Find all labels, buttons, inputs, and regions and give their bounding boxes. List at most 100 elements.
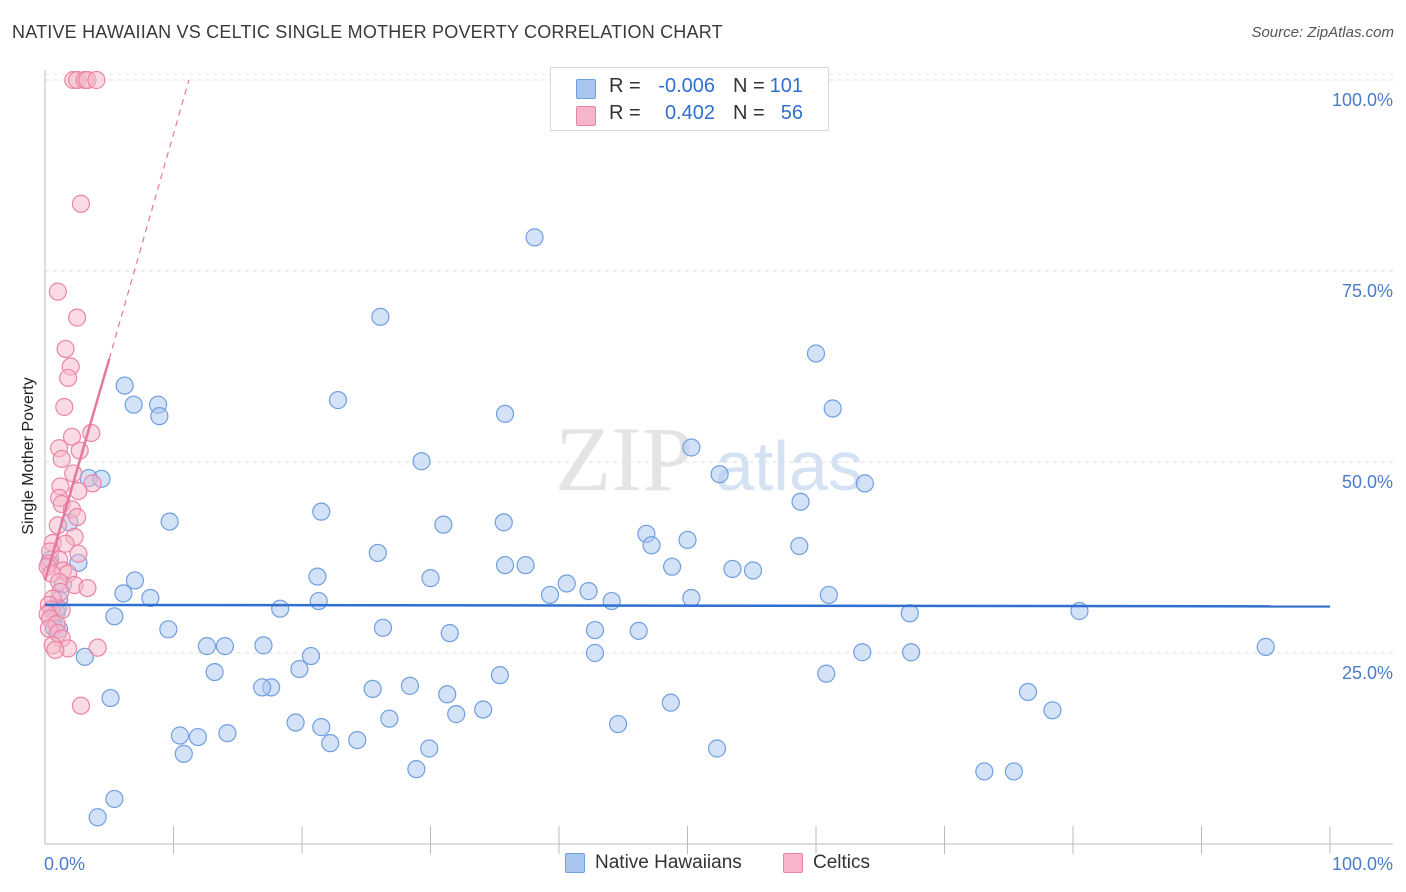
point-native-hawaiians xyxy=(348,730,367,750)
point-native-hawaiians xyxy=(373,618,393,637)
watermark-zip: ZIP xyxy=(555,408,693,510)
point-celtics xyxy=(55,397,74,417)
point-native-hawaiians xyxy=(817,664,836,683)
axes xyxy=(44,70,1393,854)
y-axis-label: Single Mother Poverty xyxy=(20,377,37,534)
point-native-hawaiians xyxy=(254,636,273,655)
point-native-hawaiians xyxy=(557,574,576,593)
trend-lines xyxy=(43,79,1331,608)
point-native-hawaiians xyxy=(579,582,598,601)
point-celtics xyxy=(68,308,87,327)
point-native-hawaiians xyxy=(188,727,208,747)
point-native-hawaiians xyxy=(819,585,838,605)
data-points xyxy=(38,70,1275,827)
point-native-hawaiians xyxy=(901,643,921,662)
point-native-hawaiians xyxy=(197,637,217,656)
point-native-hawaiians xyxy=(218,724,237,743)
series-swatch-native-hawaiians xyxy=(565,853,585,873)
point-celtics xyxy=(71,194,91,213)
point-celtics xyxy=(48,282,67,301)
point-celtics xyxy=(71,696,91,715)
point-native-hawaiians xyxy=(205,662,224,682)
legend-n-value: 56 xyxy=(780,102,803,124)
legend-n-value: 101 xyxy=(769,75,803,97)
watermark: ZIP atlas xyxy=(555,408,863,510)
y-tick-label: 75.0% xyxy=(1342,281,1393,301)
point-native-hawaiians xyxy=(662,557,682,576)
point-native-hawaiians xyxy=(474,700,493,719)
point-native-hawaiians xyxy=(682,588,701,608)
point-native-hawaiians xyxy=(115,376,134,395)
point-native-hawaiians xyxy=(253,678,272,697)
point-native-hawaiians xyxy=(540,585,560,605)
point-native-hawaiians xyxy=(585,620,605,640)
point-native-hawaiians xyxy=(975,762,994,781)
point-native-hawaiians xyxy=(215,637,234,656)
series-legend: Native Hawaiians Celtics xyxy=(0,852,1406,878)
point-native-hawaiians xyxy=(159,620,178,639)
point-native-hawaiians xyxy=(380,709,399,728)
point-native-hawaiians xyxy=(421,569,440,588)
point-celtics xyxy=(69,544,88,563)
point-native-hawaiians xyxy=(160,512,179,531)
point-native-hawaiians xyxy=(105,789,124,809)
legend-row-native-hawaiians: R = -0.006 N = 101 xyxy=(551,75,828,101)
legend-n-label: N = xyxy=(733,75,765,97)
point-native-hawaiians xyxy=(407,760,426,779)
point-native-hawaiians xyxy=(609,714,628,734)
point-native-hawaiians xyxy=(438,685,457,704)
point-celtics xyxy=(87,70,106,90)
point-celtics xyxy=(88,638,107,657)
point-celtics xyxy=(52,449,71,469)
point-native-hawaiians xyxy=(494,513,513,532)
trend-line-celtics-extension xyxy=(108,79,190,360)
legend-r-value: 0.402 xyxy=(664,102,715,124)
point-native-hawaiians xyxy=(678,530,697,550)
legend-r-value: -0.006 xyxy=(658,75,715,97)
legend-r-label: R = xyxy=(609,75,641,97)
point-native-hawaiians xyxy=(629,621,648,640)
point-native-hawaiians xyxy=(710,465,729,484)
point-native-hawaiians xyxy=(368,543,387,563)
point-celtics xyxy=(56,339,75,359)
point-native-hawaiians xyxy=(371,307,390,326)
point-native-hawaiians xyxy=(806,344,826,363)
y-tick-label: 25.0% xyxy=(1342,663,1393,683)
legend-n-label: N = xyxy=(733,102,765,124)
point-native-hawaiians xyxy=(286,713,305,732)
legend-r-label: R = xyxy=(609,102,641,124)
point-native-hawaiians xyxy=(791,492,810,511)
trend-line-celtics xyxy=(43,358,111,581)
point-native-hawaiians xyxy=(290,659,309,679)
y-tick-labels: 25.0% 50.0% 75.0% 100.0% xyxy=(1332,90,1393,683)
point-native-hawaiians xyxy=(400,676,420,695)
point-native-hawaiians xyxy=(174,744,193,763)
point-native-hawaiians xyxy=(308,567,327,586)
point-native-hawaiians xyxy=(440,624,459,643)
point-native-hawaiians xyxy=(88,808,107,827)
point-native-hawaiians xyxy=(124,395,143,414)
point-native-hawaiians xyxy=(170,726,190,745)
point-native-hawaiians xyxy=(1043,701,1062,720)
x-tick-label-max: 100.0% xyxy=(1332,854,1393,874)
point-celtics xyxy=(78,578,97,598)
point-native-hawaiians xyxy=(743,561,763,580)
legend-row-celtics: R = 0.402 N = 56 xyxy=(551,102,828,128)
point-native-hawaiians xyxy=(420,739,439,758)
point-native-hawaiians xyxy=(1018,682,1038,702)
correlation-legend: R = -0.006 N = 101 R = 0.402 N = 56 xyxy=(550,67,829,131)
series-label-native-hawaiians: Native Hawaiians xyxy=(595,852,742,873)
point-native-hawaiians xyxy=(642,536,661,555)
legend-swatch-native-hawaiians xyxy=(576,79,596,99)
point-native-hawaiians xyxy=(602,591,621,611)
point-native-hawaiians xyxy=(682,438,701,457)
point-celtics xyxy=(56,534,75,553)
point-celtics xyxy=(83,474,102,493)
point-native-hawaiians xyxy=(855,474,874,493)
chart-title: NATIVE HAWAIIAN VS CELTIC SINGLE MOTHER … xyxy=(12,22,723,42)
legend-swatch-celtics xyxy=(576,106,596,126)
point-celtics xyxy=(62,427,82,446)
point-native-hawaiians xyxy=(312,502,331,521)
point-native-hawaiians xyxy=(490,666,509,685)
